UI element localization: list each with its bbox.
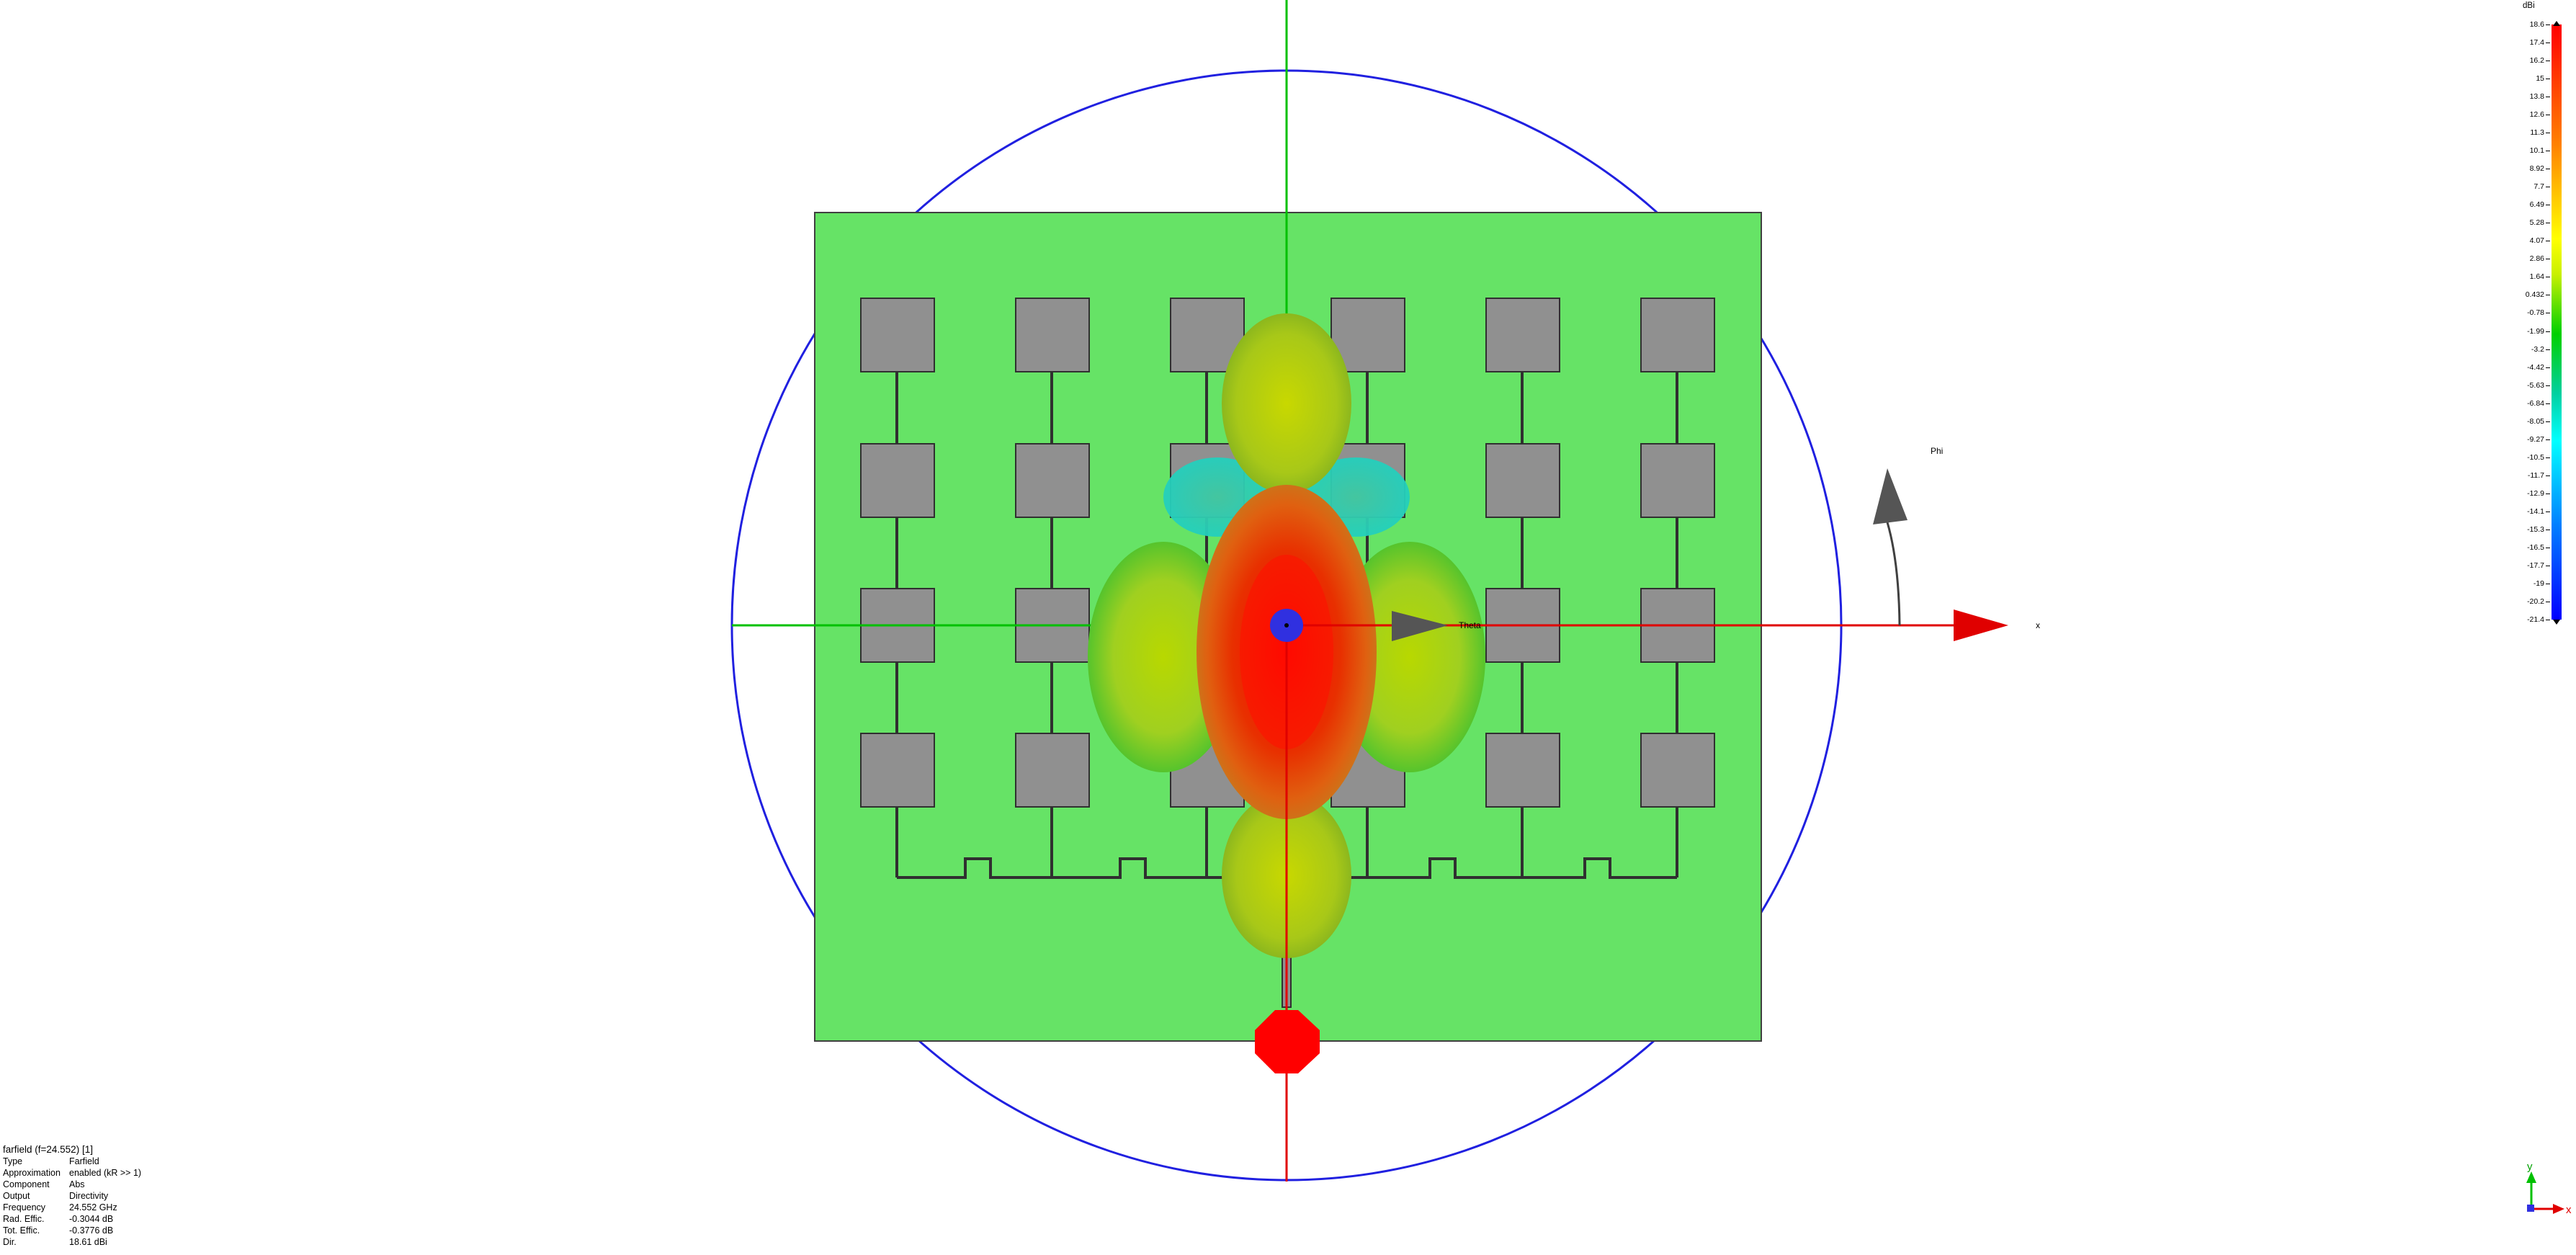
colorbar-tick-label: 4.07 bbox=[2529, 236, 2551, 246]
colorbar-tick-label: 13.8 bbox=[2529, 92, 2551, 102]
colorbar-tick-label: -12.9 bbox=[2527, 488, 2550, 498]
colorbar-tick-label: 18.6 bbox=[2529, 20, 2551, 29]
colorbar-tick-label: -11.7 bbox=[2527, 470, 2551, 480]
info-key: Type bbox=[3, 1156, 23, 1166]
colorbar-tick-label: 12.6 bbox=[2529, 110, 2551, 120]
x-axis-arrowhead bbox=[1954, 609, 2008, 641]
colorbar-min-marker bbox=[2553, 620, 2560, 625]
info-row: Type Farfield bbox=[3, 1156, 141, 1167]
colorbar-tick-label: 2.86 bbox=[2529, 254, 2551, 264]
patch-element bbox=[1485, 298, 1560, 372]
x-axis-label: x bbox=[2036, 620, 2040, 630]
colorbar-tick-label: 0.432 bbox=[2525, 290, 2551, 300]
theta-label: Theta bbox=[1459, 620, 1481, 630]
colorbar-tick-label: 17.4 bbox=[2529, 38, 2551, 48]
colorbar-tick-label: 8.92 bbox=[2529, 164, 2551, 174]
colorbar-tick-label: 16.2 bbox=[2529, 56, 2551, 66]
colorbar-legend: dBi 18.6 17.4 16.2 15 13.8 12.6 11.3 10.1 8.92 7.… bbox=[2517, 1, 2562, 625]
triad-y-label: y bbox=[2527, 1161, 2533, 1173]
info-value: enabled (kR >> 1) bbox=[69, 1168, 142, 1178]
colorbar-tick-label: -1.99 bbox=[2527, 326, 2550, 336]
origin-dot bbox=[1284, 623, 1289, 628]
info-row: Tot. Effic. -0.3776 dB bbox=[3, 1225, 141, 1236]
colorbar-tick-label: 10.1 bbox=[2529, 146, 2551, 156]
colorbar-tick-label: 15 bbox=[2536, 74, 2550, 84]
patch-element bbox=[1015, 298, 1090, 372]
phi-arc-arrow bbox=[1886, 522, 1901, 626]
colorbar-tick-label: -10.5 bbox=[2527, 452, 2550, 462]
colorbar-tick-label: 11.3 bbox=[2530, 128, 2550, 138]
patch-element bbox=[1640, 298, 1715, 372]
info-key: Output bbox=[3, 1191, 30, 1201]
colorbar-tick-label: -14.1 bbox=[2527, 506, 2550, 516]
patch-element bbox=[1015, 443, 1090, 518]
colorbar-unit: dBi bbox=[2523, 1, 2535, 10]
theta-arrowhead bbox=[1392, 611, 1448, 641]
colorbar-tick-label: -0.78 bbox=[2527, 308, 2550, 318]
info-key: Component bbox=[3, 1179, 50, 1189]
colorbar-tick-label: -20.2 bbox=[2527, 597, 2550, 606]
triad-x-label: x bbox=[2566, 1204, 2572, 1216]
colorbar-tick-label: -9.27 bbox=[2527, 434, 2550, 444]
upper-lobe bbox=[1222, 313, 1351, 493]
info-key: Tot. Effic. bbox=[3, 1225, 40, 1236]
feed-port bbox=[1255, 1010, 1320, 1073]
info-value: -0.3776 dB bbox=[69, 1225, 114, 1236]
info-key: Dir. bbox=[3, 1237, 17, 1247]
info-value: Farfield bbox=[69, 1156, 99, 1166]
colorbar-tick-label: -5.63 bbox=[2527, 380, 2550, 390]
colorbar-tick-label: -21.4 bbox=[2527, 615, 2550, 624]
colorbar-tick-label: -19 bbox=[2533, 579, 2551, 588]
info-row: Rad. Effic. -0.3044 dB bbox=[3, 1213, 141, 1225]
patch-element bbox=[1015, 733, 1090, 808]
patch-element bbox=[1640, 733, 1715, 808]
colorbar-tick-label: 7.7 bbox=[2533, 182, 2550, 192]
result-title: farfield (f=24.552) [1] bbox=[3, 1144, 93, 1155]
patch-element bbox=[1485, 443, 1560, 518]
info-key: Rad. Effic. bbox=[3, 1214, 45, 1224]
phi-label: Phi bbox=[1931, 446, 1943, 456]
info-row: Approximation enabled (kR >> 1) bbox=[3, 1167, 141, 1179]
patch-element bbox=[860, 298, 935, 372]
colorbar-tick-label: -6.84 bbox=[2527, 398, 2550, 408]
colorbar-tick-label: -16.5 bbox=[2527, 542, 2550, 552]
axes-triad: y x bbox=[2526, 1161, 2572, 1216]
patch-element bbox=[1331, 298, 1405, 372]
colorbar-tick-label: -8.05 bbox=[2527, 416, 2550, 426]
phi-arrowhead bbox=[1873, 468, 1908, 524]
patch-element bbox=[860, 443, 935, 518]
colorbar-max-marker bbox=[2553, 21, 2560, 26]
patch-element bbox=[1485, 733, 1560, 808]
colorbar-tick-label: -3.2 bbox=[2531, 344, 2551, 354]
colorbar-tick-label: 1.64 bbox=[2529, 272, 2551, 282]
info-row: Component Abs bbox=[3, 1179, 141, 1190]
info-value: 24.552 GHz bbox=[69, 1202, 117, 1212]
colorbar-tick-label: -17.7 bbox=[2527, 560, 2550, 570]
info-value: Directivity bbox=[69, 1191, 109, 1201]
info-value: Abs bbox=[69, 1179, 85, 1189]
info-row: Frequency 24.552 GHz bbox=[3, 1202, 141, 1213]
colorbar-gradient bbox=[2552, 24, 2562, 620]
colorbar-tick-label: -15.3 bbox=[2527, 524, 2550, 534]
info-value: 18.61 dBi bbox=[69, 1237, 107, 1247]
patch-element bbox=[1640, 443, 1715, 518]
colorbar-tick-label: -4.42 bbox=[2527, 362, 2550, 372]
info-row: Output Directivity bbox=[3, 1190, 141, 1202]
result-info-panel: farfield (f=24.552) [1] Type Farfield Appr… bbox=[3, 1144, 141, 1248]
info-value: -0.3044 dB bbox=[69, 1214, 114, 1224]
colorbar-tick-label: 5.28 bbox=[2529, 218, 2551, 228]
patch-element bbox=[860, 733, 935, 808]
colorbar-tick-label: 6.49 bbox=[2529, 200, 2551, 210]
info-key: Approximation bbox=[3, 1168, 61, 1178]
info-row: Dir. 18.61 dBi bbox=[3, 1236, 141, 1248]
info-key: Frequency bbox=[3, 1202, 46, 1212]
